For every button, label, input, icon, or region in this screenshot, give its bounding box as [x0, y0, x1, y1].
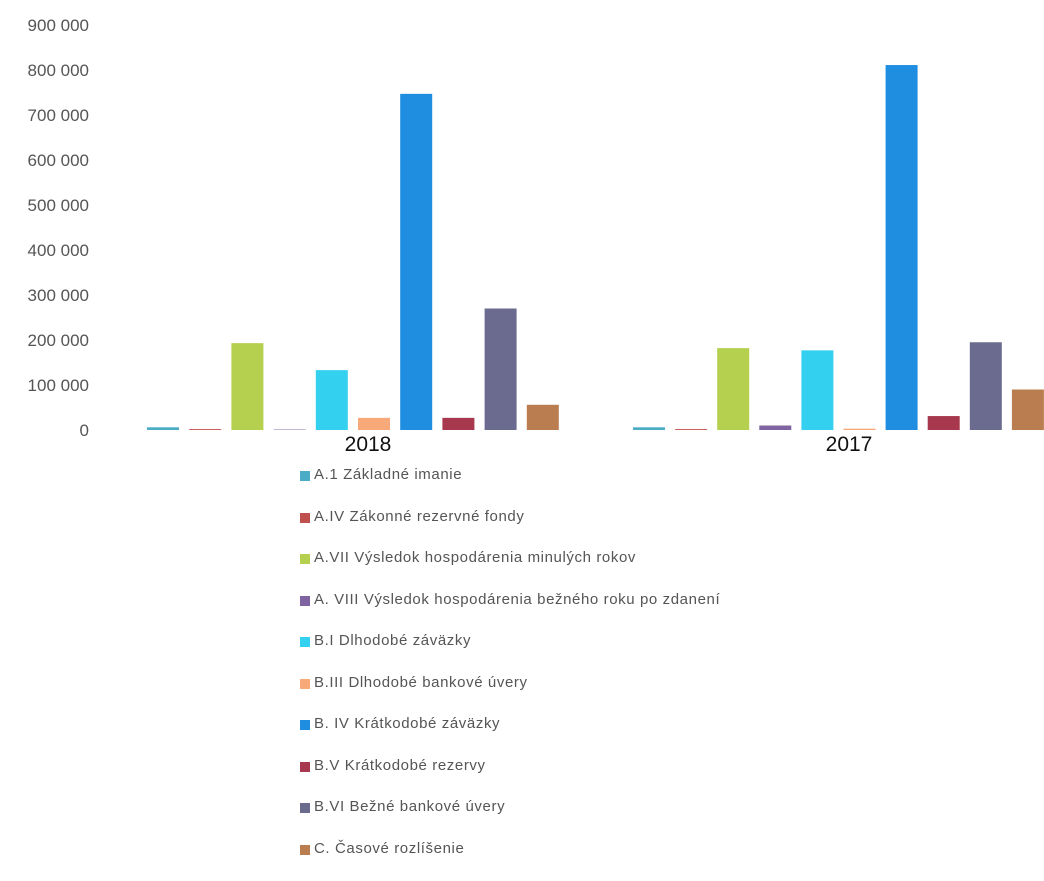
- y-tick-label: 700 000: [28, 106, 89, 125]
- bar: [844, 429, 876, 430]
- bar: [358, 418, 390, 430]
- y-tick-label: 500 000: [28, 196, 89, 215]
- legend-item: A.1 Základné imanie: [300, 466, 720, 508]
- legend-label: B.VI Bežné bankové úvery: [314, 798, 505, 815]
- bar: [527, 405, 559, 430]
- legend-label: A. VIII Výsledok hospodárenia bežného ro…: [314, 591, 720, 608]
- y-tick-label: 300 000: [28, 286, 89, 305]
- x-category-label: 2018: [345, 433, 392, 456]
- legend-item: B.I Dlhodobé záväzky: [300, 632, 720, 674]
- legend-label: A.IV Zákonné rezervné fondy: [314, 508, 524, 525]
- bar: [1012, 390, 1044, 431]
- legend-label: B.V Krátkodobé rezervy: [314, 757, 486, 774]
- bars: [147, 65, 1044, 430]
- x-category-label: 2017: [826, 433, 873, 456]
- legend-label: A.VII Výsledok hospodárenia minulých rok…: [314, 549, 636, 566]
- legend-item: B. IV Krátkodobé záväzky: [300, 715, 720, 757]
- bar: [717, 348, 749, 430]
- bar: [633, 427, 665, 430]
- legend-label: A.1 Základné imanie: [314, 466, 462, 483]
- y-tick-label: 900 000: [28, 16, 89, 35]
- bar: [886, 65, 918, 430]
- legend-swatch: [300, 513, 310, 523]
- legend-label: B.III Dlhodobé bankové úvery: [314, 674, 528, 691]
- legend-swatch: [300, 679, 310, 689]
- legend-item: A.IV Zákonné rezervné fondy: [300, 508, 720, 550]
- bar: [442, 418, 474, 430]
- legend-swatch: [300, 762, 310, 772]
- bar: [970, 342, 1002, 430]
- bar: [801, 350, 833, 430]
- y-tick-label: 100 000: [28, 376, 89, 395]
- bar: [147, 427, 179, 430]
- bar: [316, 370, 348, 430]
- legend-swatch: [300, 596, 310, 606]
- x-axis: 2018 2017: [345, 433, 873, 456]
- legend-swatch: [300, 720, 310, 730]
- legend-swatch: [300, 803, 310, 813]
- legend-label: B. IV Krátkodobé záväzky: [314, 715, 500, 732]
- y-tick-label: 200 000: [28, 331, 89, 350]
- legend-label: B.I Dlhodobé záväzky: [314, 632, 471, 649]
- legend-item: C. Časové rozlíšenie: [300, 840, 720, 881]
- legend: A.1 Základné imanie A.IV Zákonné rezervné…: [300, 466, 720, 881]
- legend-item: A.VII Výsledok hospodárenia minulých rok…: [300, 549, 720, 591]
- bar: [675, 429, 707, 430]
- y-tick-label: 400 000: [28, 241, 89, 260]
- y-tick-label: 600 000: [28, 151, 89, 170]
- bar: [485, 309, 517, 431]
- legend-item: B.V Krátkodobé rezervy: [300, 757, 720, 799]
- legend-swatch: [300, 845, 310, 855]
- legend-swatch: [300, 471, 310, 481]
- y-tick-label: 800 000: [28, 61, 89, 80]
- bar: [189, 429, 221, 430]
- bar: [400, 94, 432, 430]
- legend-item: B.VI Bežné bankové úvery: [300, 798, 720, 840]
- legend-item: A. VIII Výsledok hospodárenia bežného ro…: [300, 591, 720, 633]
- legend-swatch: [300, 554, 310, 564]
- bar: [928, 416, 960, 430]
- legend-swatch: [300, 637, 310, 647]
- y-axis: 0 100 000 200 000 300 000 400 000 500 000 600 …: [28, 16, 89, 440]
- bar-chart: 0 100 000 200 000 300 000 400 000 500 000 600 …: [0, 0, 1044, 470]
- legend-label: C. Časové rozlíšenie: [314, 840, 464, 857]
- legend-item: B.III Dlhodobé bankové úvery: [300, 674, 720, 716]
- bar: [759, 426, 791, 431]
- y-tick-label: 0: [80, 421, 89, 440]
- bar: [231, 343, 263, 430]
